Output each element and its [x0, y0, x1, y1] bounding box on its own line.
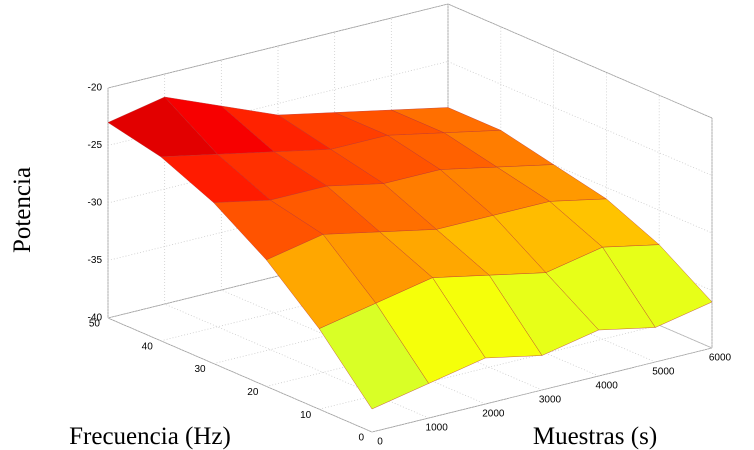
z-tick-label: -25 [88, 140, 103, 151]
z-tick-label: -40 [88, 313, 103, 324]
y-tick-label: 20 [247, 387, 259, 398]
x-tick-label: 5000 [652, 367, 675, 378]
x-tick-label: 0 [377, 437, 383, 448]
y-axis-label: Frecuencia (Hz) [69, 423, 231, 450]
x-tick-label: 1000 [426, 423, 449, 434]
z-tick-label: -30 [88, 198, 103, 209]
grid-line [319, 324, 660, 410]
x-tick-label: 6000 [709, 353, 732, 364]
y-tick-label: 0 [358, 433, 364, 444]
x-tick-label: 3000 [539, 395, 562, 406]
y-tick-label: 50 [89, 319, 101, 330]
surface-patch [318, 302, 429, 410]
z-tick-label: -20 [88, 83, 103, 94]
y-tick-label: 10 [300, 410, 312, 421]
grid-line [107, 3, 449, 89]
grid-line [107, 61, 449, 146]
y-tick-label: 40 [142, 341, 154, 352]
z-tick-label: -35 [88, 255, 103, 266]
x-tick-label: 2000 [482, 409, 505, 420]
z-axis-label: Potencia [9, 167, 36, 253]
y-tick-label: 30 [194, 364, 206, 375]
grid-line [371, 347, 713, 433]
x-axis-label: Muestras (s) [533, 423, 657, 450]
box-edge [447, 3, 713, 119]
x-tick-label: 4000 [596, 381, 619, 392]
box-edge [107, 317, 373, 433]
